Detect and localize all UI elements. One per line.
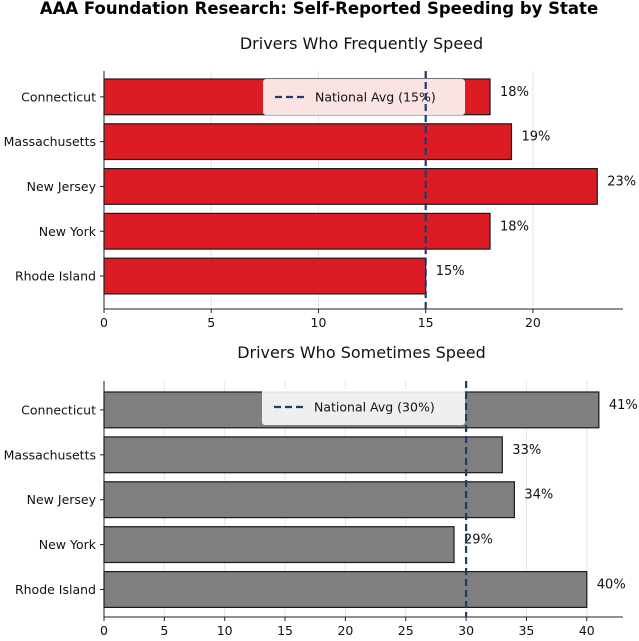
x-tick-label: 20 [337,623,353,638]
x-tick-label: 30 [458,623,474,638]
x-tick-label: 15 [277,623,293,638]
subplot-title: Drivers Who Frequently Speed [240,34,483,53]
category-label: New York [39,537,97,552]
x-tick-label: 10 [217,623,233,638]
subplot-title: Drivers Who Sometimes Speed [237,343,486,362]
bar-new-york [103,212,491,250]
category-label: Massachusetts [4,447,96,462]
x-tick-label: 20 [525,315,541,330]
category-label: New York [39,224,97,239]
x-tick-label: 0 [100,623,108,638]
bar-massachusetts [103,123,513,161]
data-label: 33% [512,443,541,458]
x-tick-label: 40 [579,623,595,638]
chart-panel-frequently: Drivers Who Frequently Speed Connecticut M… [4,34,637,330]
data-label: 18% [500,219,529,234]
data-label: 34% [524,488,553,503]
x-tick-label: 25 [398,623,414,638]
category-label: Rhode Island [15,269,96,284]
legend-label: National Avg (15%) [315,90,436,105]
bar-new-jersey [103,168,598,205]
legend-label: National Avg (30%) [314,400,435,415]
data-label: 29% [464,533,493,548]
chart-panel-sometimes: Drivers Who Sometimes Speed Connecticut Ma… [4,343,638,638]
bar-rhode-island [103,257,427,295]
bar-massachusetts [103,436,503,474]
figure-title: AAA Foundation Research: Self-Reported S… [40,0,598,18]
category-label: Connecticut [21,89,96,104]
x-tick-label: 5 [160,623,168,638]
x-tick-label: 15 [418,315,434,330]
x-tick-label: 35 [518,623,534,638]
x-tick-label: 5 [207,315,215,330]
bar-rhode-island [103,570,588,608]
category-label: Massachusetts [4,134,96,149]
legend-box [262,389,465,425]
data-label: 19% [521,130,550,145]
category-label: New Jersey [27,179,97,194]
category-label: New Jersey [27,492,97,507]
data-label: 23% [607,174,636,189]
category-label: Connecticut [21,402,96,417]
x-tick-label: 10 [311,315,327,330]
bar-new-york [103,526,455,564]
category-label: Rhode Island [15,582,96,597]
legend-box [263,79,465,115]
bar-new-jersey [103,481,515,519]
data-label: 40% [597,578,626,593]
x-tick-label: 0 [100,315,108,330]
data-label: 18% [500,85,529,100]
data-label: 15% [436,264,465,279]
data-label: 41% [609,398,638,413]
